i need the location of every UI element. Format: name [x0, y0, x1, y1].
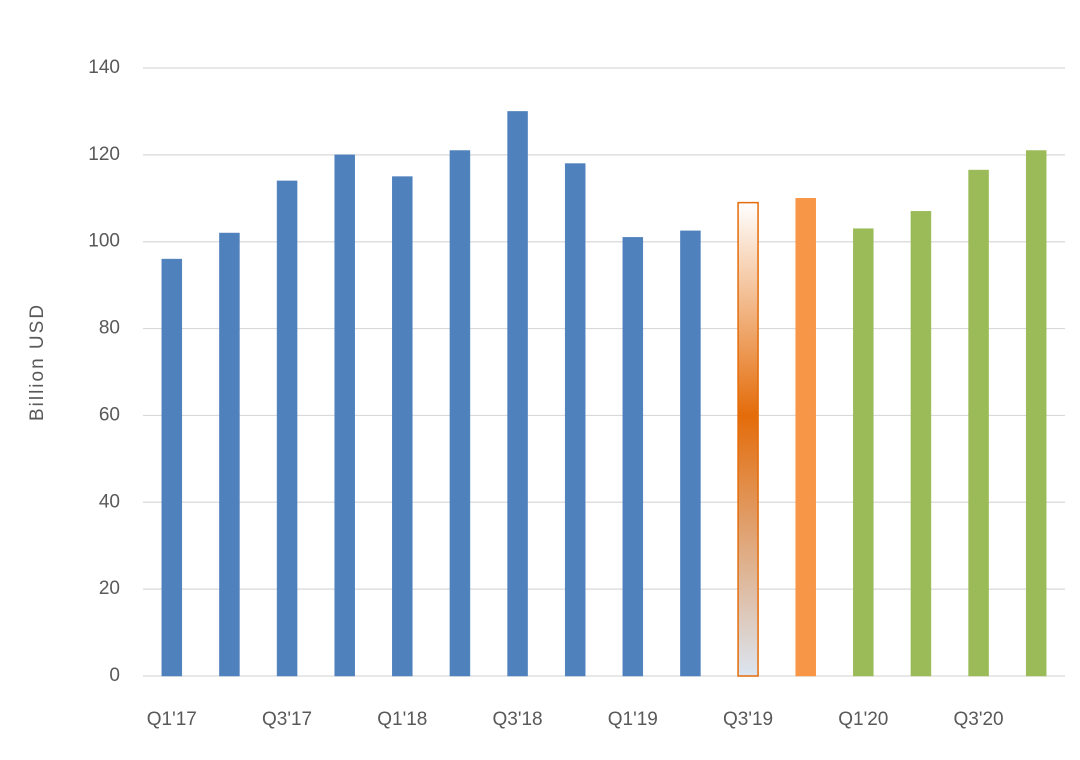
- bar: [507, 111, 528, 677]
- y-tick-label: 80: [99, 318, 120, 339]
- y-tick-label: 100: [88, 231, 120, 252]
- bar: [392, 176, 413, 677]
- bar: [161, 258, 183, 677]
- x-tick-label: Q3'20: [954, 709, 1004, 730]
- bar: [449, 150, 471, 677]
- y-tick-label: 0: [109, 665, 120, 686]
- y-tick-label: 40: [99, 491, 120, 512]
- bar: [1025, 150, 1047, 677]
- x-tick-label: Q1'19: [608, 709, 658, 730]
- bar: [219, 232, 240, 677]
- bar: [680, 230, 701, 677]
- bar: [910, 211, 932, 677]
- bar: [795, 198, 816, 677]
- y-tick-label: 60: [99, 404, 120, 425]
- bar: [622, 237, 644, 677]
- bar: [334, 154, 355, 677]
- bar: [968, 169, 989, 677]
- bar: [853, 228, 874, 677]
- y-tick-label: 140: [88, 57, 120, 78]
- bar: [737, 201, 759, 677]
- x-tick-label: Q1'17: [147, 709, 197, 730]
- y-tick-label: 120: [88, 144, 120, 165]
- x-tick-label: Q3'18: [493, 709, 543, 730]
- y-axis-label: Billion USD: [27, 303, 48, 421]
- x-tick-label: Q1'18: [377, 709, 427, 730]
- x-tick-label: Q3'19: [723, 709, 773, 730]
- bar: [564, 163, 586, 677]
- y-tick-label: 20: [99, 578, 120, 599]
- x-tick-label: Q3'17: [262, 709, 312, 730]
- bar: [276, 180, 298, 677]
- x-tick-label: Q1'20: [838, 709, 888, 730]
